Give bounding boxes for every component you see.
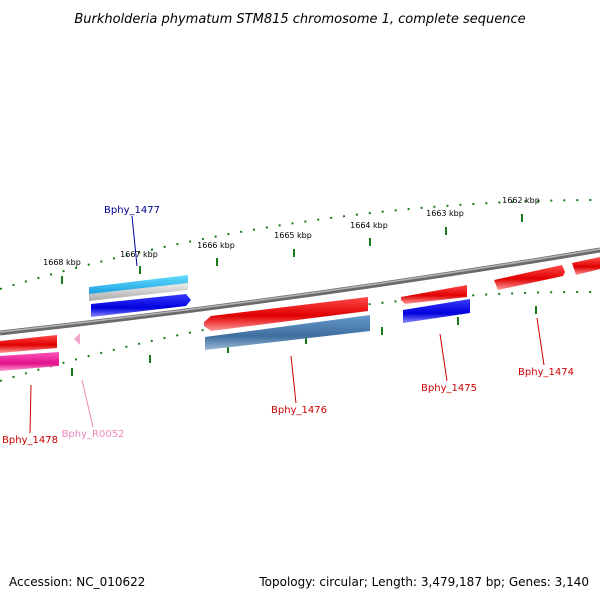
tick-label-1662: 1662 kbp	[502, 196, 540, 205]
tick-label-1667: 1667 kbp	[120, 250, 158, 259]
tick-label-1664: 1664 kbp	[350, 221, 388, 230]
accession-text: Accession: NC_010622	[9, 575, 146, 589]
gene-bphy-1477-grey[interactable]	[89, 283, 188, 301]
label-bphy-r0052: Bphy_R0052	[62, 429, 125, 440]
rna-bphy-r0052[interactable]	[74, 333, 80, 345]
gene-bphy-1478-red[interactable]	[0, 335, 57, 353]
tick-label-1665: 1665 kbp	[274, 231, 312, 240]
gene-bphy-1475[interactable]	[403, 299, 470, 323]
tick-label-1668: 1668 kbp	[43, 258, 81, 267]
tick-label-1663: 1663 kbp	[426, 209, 464, 218]
map-title: Burkholderia phymatum STM815 chromosome …	[74, 12, 525, 27]
gene-bphy-1476-inner[interactable]	[205, 315, 370, 350]
gene-bphy-1477[interactable]	[89, 275, 188, 296]
label-bphy-1475: Bphy_1475	[421, 383, 477, 394]
label-bphy-1478: Bphy_1478	[2, 435, 58, 446]
gene-1473-partial[interactable]	[572, 257, 600, 275]
label-bphy-1474: Bphy_1474	[518, 367, 574, 378]
label-bphy-1477: Bphy_1477	[104, 205, 160, 216]
gene-bphy-1478[interactable]	[0, 352, 59, 371]
outer-scale-ring	[0, 199, 600, 290]
gene-bphy-1475-forward[interactable]	[401, 285, 467, 304]
topology-text: Topology: circular; Length: 3,479,187 bp…	[259, 575, 589, 589]
gene-bphy-1474[interactable]	[494, 265, 565, 290]
chromosome-backbone	[0, 247, 600, 336]
tick-label-1666: 1666 kbp	[197, 241, 235, 250]
label-bphy-1476: Bphy_1476	[271, 405, 327, 416]
outer-major-ticks	[61, 214, 523, 284]
gene-bphy-1477-blue[interactable]	[91, 294, 191, 317]
gene-bphy-1476[interactable]	[204, 297, 368, 331]
